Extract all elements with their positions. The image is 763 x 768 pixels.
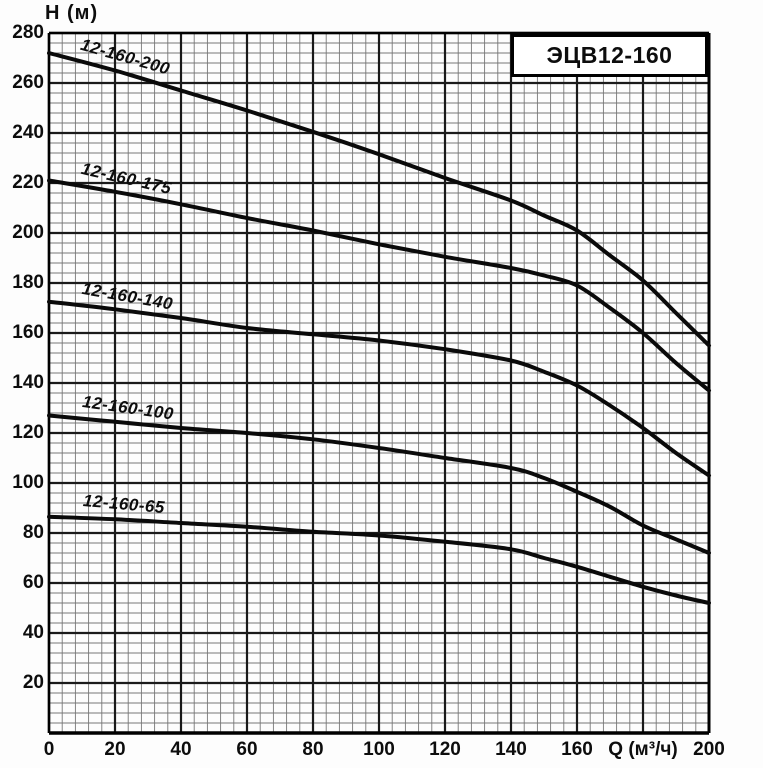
y-tick-label: 140	[12, 372, 44, 393]
y-tick-label: 120	[12, 422, 44, 443]
chart-title-box: ЭЦВ12-160	[511, 34, 708, 77]
x-tick-label: 200	[693, 739, 725, 760]
curve-12-160-140	[47, 299, 711, 478]
x-tick-label: 80	[302, 739, 324, 760]
y-tick-label: 280	[12, 22, 44, 43]
curve-12-160-175	[47, 178, 711, 393]
y-tick-label: 260	[12, 72, 44, 93]
x-tick-label: 40	[170, 739, 192, 760]
x-tick-label: 100	[363, 739, 395, 760]
y-tick-label: 40	[22, 622, 44, 643]
y-tick-label: 220	[12, 172, 44, 193]
x-tick-label: 0	[43, 739, 55, 760]
x-tick-label: 60	[236, 739, 258, 760]
y-axis-title: Н (м)	[45, 2, 99, 24]
y-tick-label: 180	[12, 272, 44, 293]
x-tick-label: 160	[561, 739, 593, 760]
curve-12-160-65	[47, 514, 711, 605]
y-tick-label: 20	[22, 672, 44, 693]
x-tick-label: 140	[495, 739, 527, 760]
y-tick-label: 80	[22, 522, 44, 543]
y-tick-label: 200	[12, 222, 44, 243]
x-tick-label: 120	[429, 739, 461, 760]
x-axis-title: Q (м³/ч)	[608, 739, 678, 760]
chart-title: ЭЦВ12-160	[546, 42, 673, 68]
curve-12-160-100	[47, 413, 711, 555]
y-tick-label: 60	[22, 572, 44, 593]
y-tick-label: 100	[12, 472, 44, 493]
y-tick-label: 240	[12, 122, 44, 143]
curve-12-160-200	[47, 51, 711, 348]
x-tick-label: 20	[104, 739, 126, 760]
y-tick-label: 160	[12, 322, 44, 343]
